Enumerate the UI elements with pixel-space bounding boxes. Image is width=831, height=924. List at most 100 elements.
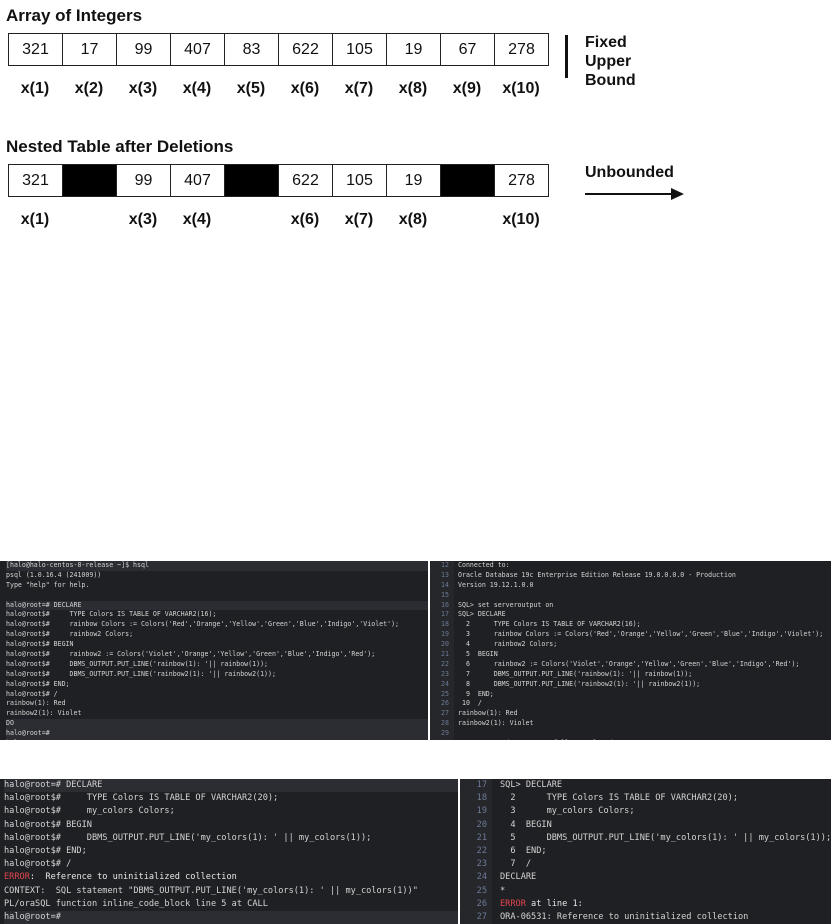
terminal-line: halo@root$# END; [4,845,87,856]
terminal-line: DO [6,719,428,730]
line-number: 17 [476,780,487,790]
line-number: 25 [441,689,449,698]
terminal-line: halo@root$# / [6,689,58,698]
index-label: x(3) [128,80,158,97]
terminal-line [458,729,823,739]
index-label: x(1) [20,211,50,228]
line-number: 25 [476,885,487,896]
terminal-line: Connected to: [458,561,510,569]
index-label [224,211,278,229]
terminal-line: Type "help" for help. [6,580,90,589]
index-label: x(10) [502,80,540,97]
terminal-line [458,591,823,601]
value-cell: 278 [508,40,535,58]
terminal-line: CONTEXT: SQL statement "DBMS_OUTPUT.PUT_… [4,885,418,896]
value-cell: 17 [63,34,117,65]
terminal-line: 9 END; [458,689,494,698]
terminal-line: halo@root$# DBMS_OUTPUT.PUT_LINE('rainbo… [6,669,276,678]
terminal-line: 7 DBMS_OUTPUT.PUT_LINE('rainbow(1): '|| … [458,669,693,678]
terminal-line: * [500,885,506,896]
terminal-line: PL/SQL procedure successfully completed. [458,739,823,740]
unbounded-label: Unbounded [585,164,674,181]
terminal-line: halo@root=# DECLARE [4,779,458,793]
value-cell: 105 [333,165,387,196]
terminal-line: 4 BEGIN [500,819,552,830]
value-cell: 105 [333,34,387,65]
index-label: x(6) [290,211,320,228]
terminal-line: 5 BEGIN [458,650,498,659]
terminal-line: halo@root$# BEGIN [6,640,74,649]
line-number: 12 [441,561,449,569]
value-cell: 321 [9,34,63,65]
nested-cells: 321 99 407 622 105 19 278 [8,164,549,197]
terminal-line: halo@root$# BEGIN [4,819,92,830]
terminal-line: 6 END; [500,845,547,856]
terminal-line: halo@root$# DBMS_OUTPUT.PUT_LINE('my_col… [4,832,372,843]
line-number: 19 [476,806,487,817]
terminal-line: [halo@halo-centos-8-release ~]$ hsql [6,561,428,571]
terminal-line: ERROR: Reference to uninitialized collec… [4,872,237,883]
fixed-bound-note: Fixed Upper Bound [585,34,636,89]
terminal-line: SQL> set serveroutput on [458,600,554,609]
line-number: 16 [441,600,449,609]
nested-title: Nested Table after Deletions [6,137,234,156]
value-cell: 99 [117,165,171,196]
line-number: 28 [441,719,449,728]
terminal-line: halo@root=# [6,729,428,740]
terminal-line: halo@root=# [4,910,458,924]
terminal-line: halo@root$# rainbow Colors := Colors('Re… [6,620,400,629]
terminal-line: halo@root$# rainbow2 Colors; [6,630,134,639]
terminal-line: SQL> DECLARE [458,610,506,619]
value-cell: 99 [117,34,171,65]
value-cell: 407 [171,165,225,196]
index-label: x(3) [128,211,158,228]
index-label: x(5) [236,80,266,97]
deleted-cell [441,165,495,196]
terminal-line: 6 rainbow2 := Colors('Violet','Orange','… [458,659,800,668]
index-label: x(8) [398,80,428,97]
terminal-halo-2: halo@root=# DECLARE halo@root$# TYPE Colo… [0,779,458,924]
line-number: 27 [476,911,487,922]
value-cell: 19 [387,165,441,196]
terminal-line: rainbow(1): Red [458,709,518,718]
terminal-line: halo@root$# rainbow2 := Colors('Violet',… [6,650,376,659]
terminal-line: 10 / [458,699,482,708]
line-number: 30 [430,739,454,740]
line-number: 21 [441,650,449,659]
array-indices: x(1) x(2) x(3) x(4) x(5) x(6) x(7) x(8) x(9) x(10… [8,80,548,98]
line-number: 13 [441,570,449,579]
array-title: Array of Integers [6,6,143,25]
value-cell: 278 [508,171,535,189]
line-number: 26 [476,898,487,909]
terminal-line: DECLARE [500,872,537,883]
terminal-line: 3 my_colors Colors; [500,806,635,817]
line-number: 18 [476,793,487,804]
index-label: x(4) [182,80,212,97]
line-number: 27 [441,709,449,718]
terminal-line: PL/oraSQL function inline_code_block lin… [4,898,268,909]
terminal-line: ORA-06531: Reference to uninitialized co… [500,911,749,922]
terminal-line: rainbow2(1): Violet [458,719,534,728]
terminal-line: halo@root$# END; [6,679,70,688]
index-label [440,211,494,229]
terminal-line: halo@root$# / [4,859,72,870]
line-number: 19 [441,630,449,639]
line-number: 18 [441,620,449,629]
deleted-cell [63,165,117,196]
fixed-bound-bar [565,35,568,78]
value-cell: 407 [171,34,225,65]
terminal-line: 8 DBMS_OUTPUT.PUT_LINE('rainbow2(1): '||… [458,679,701,688]
index-label: x(7) [344,211,374,228]
terminal-line: rainbow2(1): Violet [6,709,82,718]
line-number: 22 [476,845,487,856]
deleted-cell [225,165,279,196]
terminal-line: Version 19.12.1.0.0 [458,580,534,589]
terminal-oracle-1: 12131415161718192021222324252627282930 C… [430,561,831,740]
terminal-line: SQL> DECLARE [500,780,563,790]
line-number: 14 [441,580,449,589]
index-label: x(2) [74,80,104,97]
line-number: 23 [441,669,449,678]
line-number: 29 [441,729,449,738]
index-label: x(9) [452,80,482,97]
